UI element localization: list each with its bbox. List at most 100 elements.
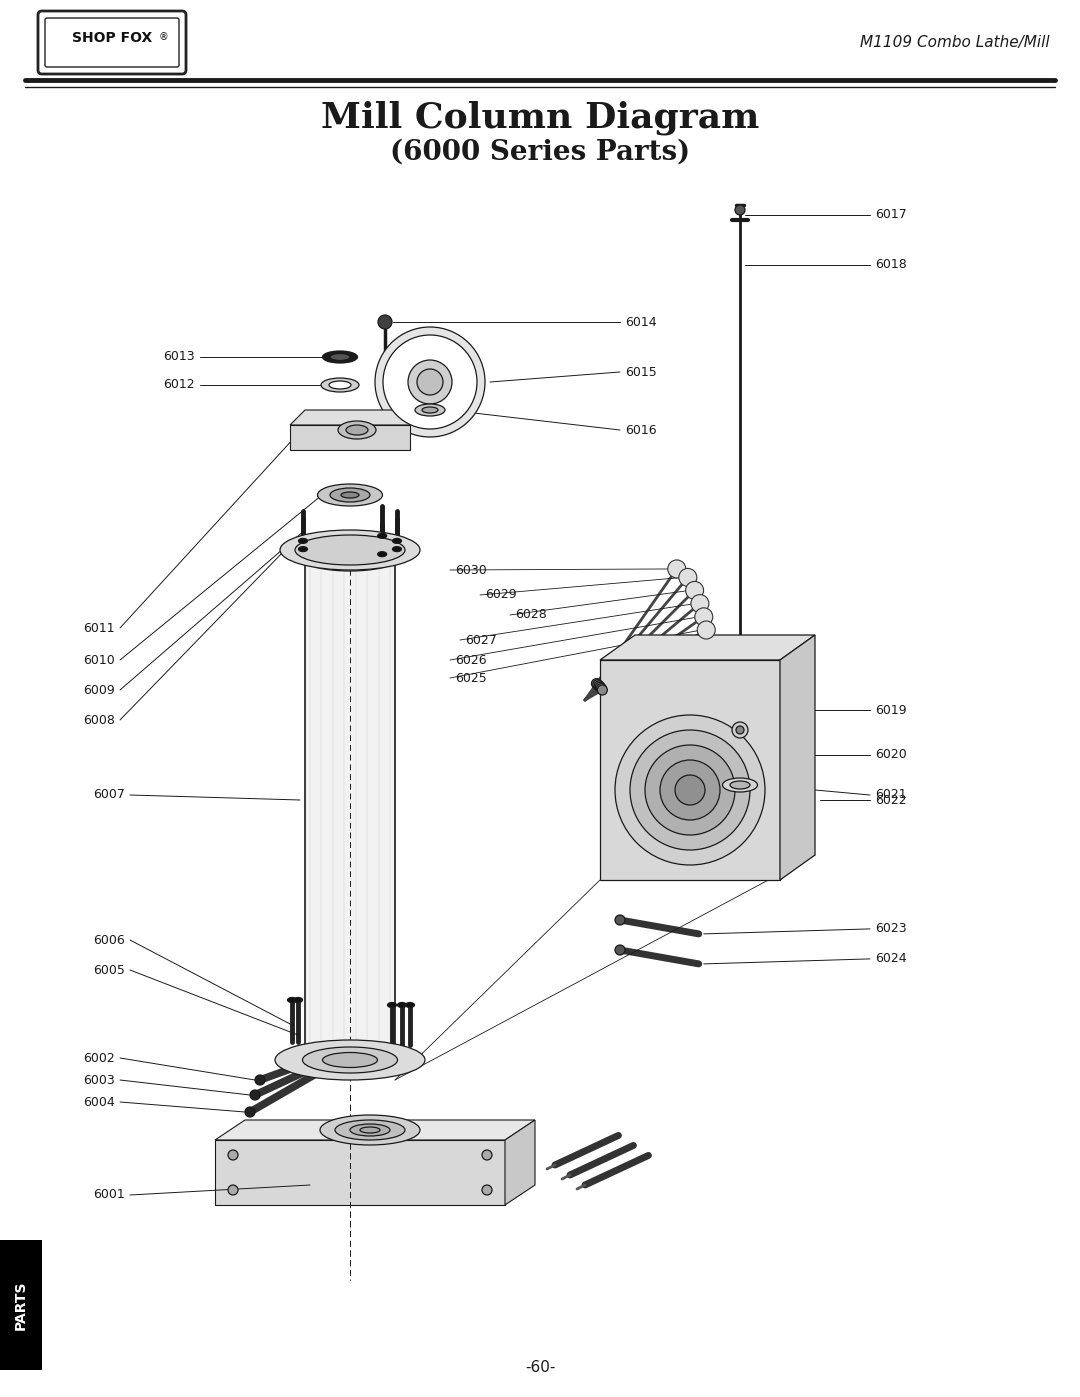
Bar: [423, 397, 437, 432]
Text: 6022: 6022: [875, 793, 906, 806]
Ellipse shape: [423, 394, 437, 400]
Polygon shape: [600, 659, 780, 880]
Circle shape: [595, 682, 605, 692]
Text: 6025: 6025: [455, 672, 487, 685]
Ellipse shape: [330, 353, 350, 360]
Ellipse shape: [329, 381, 351, 388]
Ellipse shape: [318, 483, 382, 506]
FancyBboxPatch shape: [45, 18, 179, 67]
Polygon shape: [291, 425, 410, 450]
Ellipse shape: [415, 404, 445, 416]
Circle shape: [228, 1150, 238, 1160]
Ellipse shape: [287, 997, 297, 1003]
Circle shape: [245, 1106, 255, 1118]
Circle shape: [249, 1090, 260, 1099]
Circle shape: [645, 745, 735, 835]
Ellipse shape: [321, 379, 359, 393]
Text: 6010: 6010: [83, 654, 114, 666]
Polygon shape: [505, 1120, 535, 1206]
Text: 6018: 6018: [875, 258, 907, 271]
Text: PARTS: PARTS: [14, 1280, 28, 1330]
Ellipse shape: [346, 425, 368, 434]
Circle shape: [686, 581, 703, 599]
Circle shape: [593, 680, 603, 690]
Circle shape: [482, 1185, 492, 1194]
Polygon shape: [600, 636, 815, 659]
Circle shape: [735, 726, 744, 733]
Circle shape: [596, 683, 606, 693]
Circle shape: [694, 608, 713, 626]
Circle shape: [615, 715, 765, 865]
Text: 6030: 6030: [455, 563, 487, 577]
Circle shape: [691, 595, 708, 612]
Text: 6003: 6003: [83, 1073, 114, 1087]
Ellipse shape: [295, 535, 405, 564]
Text: 6012: 6012: [163, 379, 195, 391]
Ellipse shape: [422, 407, 438, 414]
Text: 6028: 6028: [515, 609, 546, 622]
Text: 6015: 6015: [625, 366, 657, 379]
Text: 6023: 6023: [875, 922, 906, 936]
Circle shape: [378, 314, 392, 330]
Ellipse shape: [730, 781, 750, 789]
Ellipse shape: [335, 1120, 405, 1140]
Ellipse shape: [341, 492, 359, 497]
Ellipse shape: [298, 546, 308, 552]
Circle shape: [594, 680, 604, 692]
Text: 6027: 6027: [465, 633, 497, 647]
Text: 6005: 6005: [93, 964, 125, 977]
Circle shape: [228, 1185, 238, 1194]
Ellipse shape: [280, 529, 420, 570]
Ellipse shape: [405, 1003, 415, 1007]
Polygon shape: [291, 409, 426, 425]
Ellipse shape: [388, 1003, 396, 1007]
Text: 6019: 6019: [875, 704, 906, 717]
Text: 6013: 6013: [163, 351, 195, 363]
Circle shape: [675, 775, 705, 805]
Ellipse shape: [275, 1039, 426, 1080]
Ellipse shape: [378, 552, 387, 556]
Polygon shape: [780, 636, 815, 880]
Ellipse shape: [350, 1125, 390, 1136]
Text: 6011: 6011: [83, 622, 114, 634]
Ellipse shape: [302, 1046, 397, 1073]
Ellipse shape: [392, 538, 402, 543]
Text: 6006: 6006: [93, 933, 125, 947]
Circle shape: [383, 335, 477, 429]
Ellipse shape: [392, 546, 402, 552]
Circle shape: [375, 327, 485, 437]
Text: 6024: 6024: [875, 953, 906, 965]
Circle shape: [597, 685, 607, 694]
Circle shape: [660, 760, 720, 820]
Ellipse shape: [323, 1052, 378, 1067]
Text: 6007: 6007: [93, 788, 125, 802]
Circle shape: [667, 560, 686, 578]
Circle shape: [255, 1076, 265, 1085]
Ellipse shape: [338, 420, 376, 439]
Text: 6021: 6021: [875, 788, 906, 802]
Ellipse shape: [397, 1003, 406, 1007]
Ellipse shape: [378, 534, 387, 538]
Circle shape: [615, 915, 625, 925]
Bar: [0, 1241, 42, 1370]
Text: 6016: 6016: [625, 423, 657, 436]
Ellipse shape: [323, 351, 357, 363]
Text: 6017: 6017: [875, 208, 907, 222]
Text: 6029: 6029: [485, 588, 516, 602]
Text: 6026: 6026: [455, 654, 487, 666]
Ellipse shape: [294, 997, 302, 1003]
Circle shape: [482, 1150, 492, 1160]
Circle shape: [417, 369, 443, 395]
Ellipse shape: [330, 488, 370, 502]
Text: (6000 Series Parts): (6000 Series Parts): [390, 138, 690, 165]
Ellipse shape: [305, 1049, 395, 1071]
Text: 6020: 6020: [875, 749, 907, 761]
Bar: [305, 560, 395, 1060]
Ellipse shape: [298, 538, 308, 543]
Text: 6001: 6001: [93, 1189, 125, 1201]
Circle shape: [679, 569, 697, 587]
Circle shape: [408, 360, 453, 404]
Text: M1109 Combo Lathe/Mill: M1109 Combo Lathe/Mill: [861, 35, 1050, 49]
Circle shape: [732, 722, 748, 738]
Text: SHOP FOX: SHOP FOX: [72, 31, 152, 45]
